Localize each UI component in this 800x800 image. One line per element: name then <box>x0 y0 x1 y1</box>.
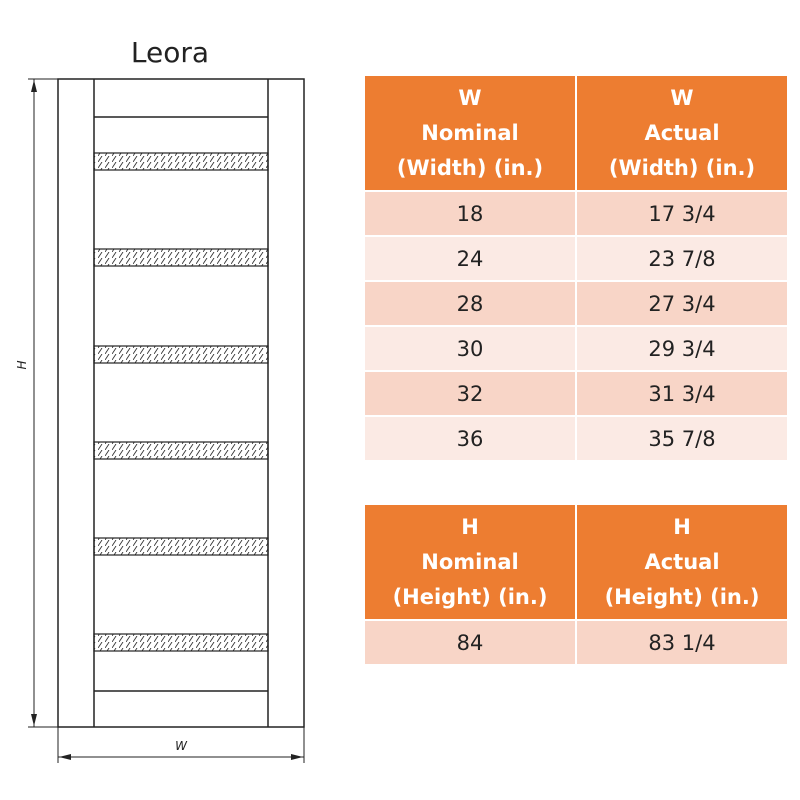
width-table-header-row: W Nominal (Width) (in.) W Actual (Width)… <box>363 74 789 192</box>
table-row: 24 23 7/8 <box>363 235 789 282</box>
door-title: Leora <box>131 36 209 69</box>
height-label: H <box>15 360 29 369</box>
width-nominal-cell: 36 <box>363 415 577 462</box>
table-row: 36 35 7/8 <box>363 415 789 462</box>
header-line: (Width) (in.) <box>396 155 544 180</box>
width-actual-cell: 31 3/4 <box>575 370 789 417</box>
width-nominal-cell: 32 <box>363 370 577 417</box>
hatched-rail <box>93 345 269 364</box>
width-nominal-cell: 30 <box>363 325 577 372</box>
width-actual-cell: 29 3/4 <box>575 325 789 372</box>
width-nominal-cell: 28 <box>363 280 577 327</box>
height-actual-header: H Actual (Height) (in.) <box>575 503 789 621</box>
width-actual-cell: 17 3/4 <box>575 190 789 237</box>
header-line: W <box>670 85 694 110</box>
width-actual-cell: 35 7/8 <box>575 415 789 462</box>
hatched-rail <box>93 537 269 556</box>
header-line: Nominal <box>421 120 519 145</box>
height-table-header-row: H Nominal (Height) (in.) H Actual (Heigh… <box>363 503 789 621</box>
width-table: W Nominal (Width) (in.) W Actual (Width)… <box>363 74 789 462</box>
header-line: H <box>673 514 691 539</box>
hatched-rail <box>93 248 269 267</box>
width-nominal-cell: 24 <box>363 235 577 282</box>
door-diagram: Leora H W <box>15 36 305 763</box>
door-outline <box>57 78 305 728</box>
height-arrow-bottom <box>31 714 37 726</box>
header-line: Nominal <box>421 549 519 574</box>
header-line: (Height) (in.) <box>392 584 548 609</box>
hatched-rail <box>93 152 269 171</box>
width-arrow-left <box>59 754 71 760</box>
width-actual-cell: 23 7/8 <box>575 235 789 282</box>
width-label: W <box>175 739 188 753</box>
table-row: 30 29 3/4 <box>363 325 789 372</box>
height-actual-cell: 83 1/4 <box>575 619 789 666</box>
header-line: Actual <box>644 549 720 574</box>
header-line: (Height) (in.) <box>604 584 760 609</box>
height-nominal-header: H Nominal (Height) (in.) <box>363 503 577 621</box>
height-table: H Nominal (Height) (in.) H Actual (Heigh… <box>363 503 789 666</box>
height-arrow-top <box>31 80 37 92</box>
table-row: 28 27 3/4 <box>363 280 789 327</box>
height-nominal-cell: 84 <box>363 619 577 666</box>
table-row: 32 31 3/4 <box>363 370 789 417</box>
header-line: Actual <box>644 120 720 145</box>
hatched-rail <box>93 633 269 652</box>
width-nominal-header: W Nominal (Width) (in.) <box>363 74 577 192</box>
table-row: 18 17 3/4 <box>363 190 789 237</box>
hatched-rail <box>93 441 269 460</box>
width-actual-header: W Actual (Width) (in.) <box>575 74 789 192</box>
width-nominal-cell: 18 <box>363 190 577 237</box>
width-arrow-right <box>291 754 303 760</box>
width-actual-cell: 27 3/4 <box>575 280 789 327</box>
header-line: (Width) (in.) <box>608 155 756 180</box>
header-line: H <box>461 514 479 539</box>
table-row: 84 83 1/4 <box>363 619 789 666</box>
header-line: W <box>458 85 482 110</box>
